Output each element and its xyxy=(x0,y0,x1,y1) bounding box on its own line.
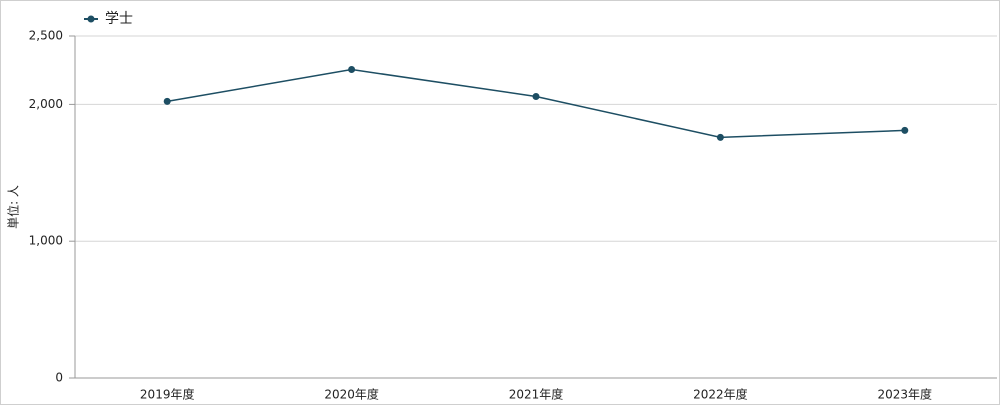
y-axis-label: 単位: 人 xyxy=(6,185,21,229)
data-point xyxy=(163,97,171,105)
x-tick-label: 2021年度 xyxy=(509,387,564,402)
y-tick-label: 1,000 xyxy=(29,234,63,248)
x-tick-label: 2022年度 xyxy=(693,387,748,402)
y-tick-label: 0 xyxy=(55,371,63,385)
y-tick-label: 2,500 xyxy=(29,29,63,43)
data-point xyxy=(716,133,724,141)
legend-label: 学士 xyxy=(105,11,133,27)
data-point xyxy=(348,66,356,74)
x-tick-label: 2020年度 xyxy=(324,387,379,402)
y-tick-label: 2,000 xyxy=(29,97,63,111)
x-tick-label: 2023年度 xyxy=(878,387,933,402)
x-tick-label: 2019年度 xyxy=(140,387,195,402)
legend-marker xyxy=(87,15,95,23)
data-point xyxy=(532,92,540,100)
data-point xyxy=(901,126,909,134)
